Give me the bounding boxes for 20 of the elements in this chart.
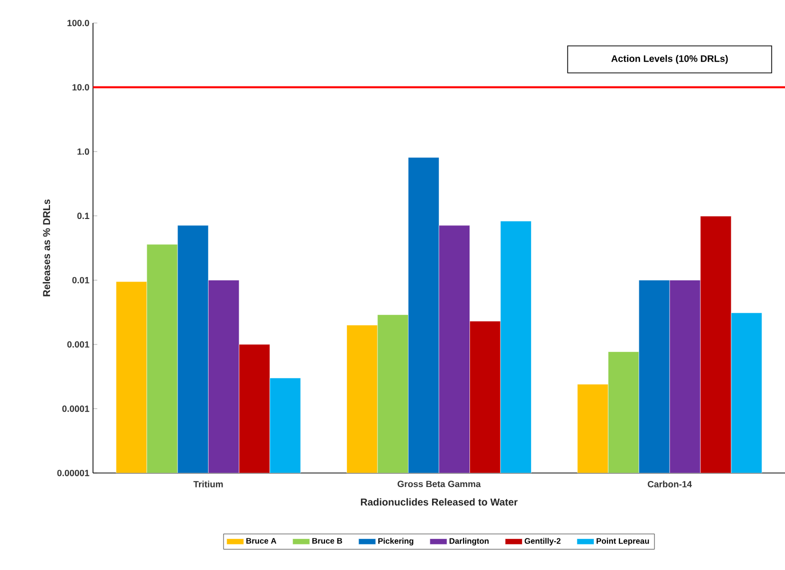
legend-label: Point Lepreau bbox=[596, 538, 649, 546]
y-axis-title: Releases as % DRLs bbox=[42, 200, 50, 296]
x-tick-label: Gross Beta Gamma bbox=[398, 480, 481, 488]
y-tick-label: 0.001 bbox=[67, 341, 90, 348]
y-tick-label: 0.1 bbox=[77, 212, 90, 220]
legend-label: Darlington bbox=[450, 538, 489, 546]
y-tick-label: 1.0 bbox=[78, 148, 90, 155]
legend-label: Pickering bbox=[378, 538, 414, 546]
x-tick-label: Carbon-14 bbox=[648, 480, 692, 488]
legend-label: Bruce B bbox=[312, 538, 342, 544]
legend-label: Bruce A bbox=[246, 538, 276, 544]
y-tick-label: 0.00001 bbox=[57, 470, 90, 476]
y-tick-label: 100.0 bbox=[68, 20, 90, 26]
ref-line-label: Action Levels (10% DRLs) bbox=[611, 54, 728, 64]
legend-label: Gentilly-2 bbox=[524, 538, 561, 546]
x-axis-title: Radionuclides Released to Water bbox=[360, 498, 518, 506]
x-tick-label: Tritium bbox=[193, 480, 223, 488]
y-tick-label: 0.01 bbox=[72, 276, 90, 284]
y-tick-label: 0.0001 bbox=[62, 406, 90, 412]
y-tick-label: 10.0 bbox=[72, 84, 90, 90]
